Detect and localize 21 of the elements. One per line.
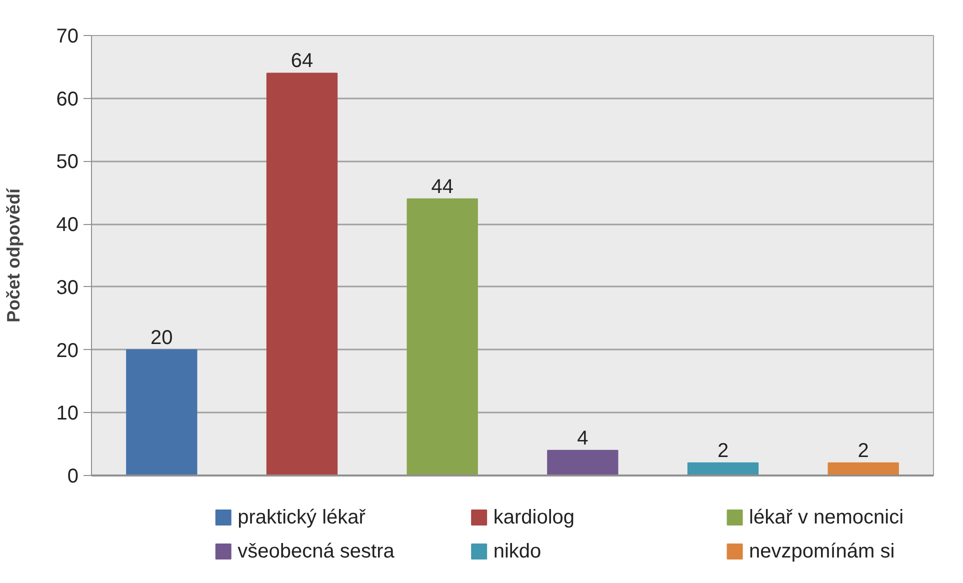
- legend-label: všeobecná sestra: [238, 540, 396, 562]
- legend-label: lékař v nemocnici: [749, 506, 904, 528]
- y-tick-label: 20: [56, 340, 79, 362]
- data-label: 44: [431, 176, 454, 198]
- y-tick-label: 60: [56, 88, 79, 110]
- y-tick-label: 50: [56, 151, 79, 174]
- data-label: 20: [150, 326, 173, 349]
- y-tick-label: 10: [56, 402, 79, 425]
- y-tick-label: 70: [56, 26, 79, 48]
- legend-label: kardiolog: [493, 506, 575, 528]
- data-label: 2: [717, 440, 729, 462]
- y-tick-label: 30: [56, 276, 79, 299]
- legend-label: praktický lékař: [238, 506, 367, 528]
- legend-label: nikdo: [493, 540, 542, 562]
- data-label: 4: [577, 427, 588, 450]
- data-label: 64: [290, 50, 314, 72]
- y-tick-label: 0: [67, 466, 78, 488]
- y-axis-title: Počet odpovědí: [3, 187, 24, 323]
- data-label: 2: [858, 440, 869, 462]
- legend-label: nevzpomínám si: [749, 540, 895, 562]
- y-tick-label: 40: [56, 214, 79, 236]
